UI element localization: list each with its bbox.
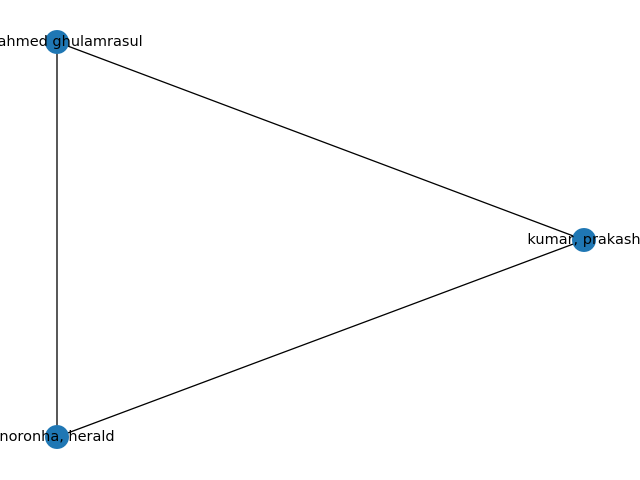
graph-edge: [56, 239, 585, 438]
graph-node: [572, 228, 596, 252]
node-label: noronha, herald: [0, 429, 115, 445]
nodes-layer: [45, 30, 596, 449]
graph-node: [45, 30, 69, 54]
graph-edge: [56, 41, 585, 241]
node-label: kumar, prakash: [527, 232, 640, 248]
graph-node: [45, 425, 69, 449]
labels-layer: ali, ahmed ghulamrasul kumar, prakash noro…: [0, 34, 640, 445]
node-label: ali, ahmed ghulamrasul: [0, 34, 143, 50]
edges-layer: [56, 41, 585, 438]
